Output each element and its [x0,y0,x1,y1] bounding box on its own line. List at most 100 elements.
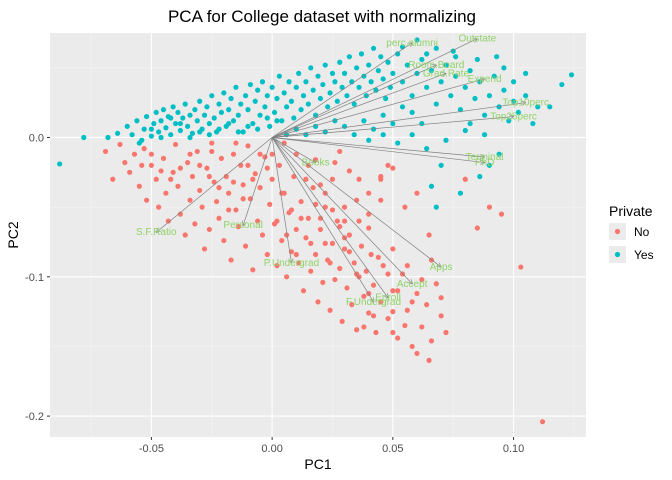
data-point-yes [474,56,480,63]
data-point-no [259,232,266,238]
x-tick-label: 0.10 [503,443,524,455]
data-point-yes [375,68,381,74]
data-point-yes [496,104,502,110]
data-point-no [334,218,340,224]
data-point-no [428,338,435,344]
loading-arrow-s-f-ratio [156,137,273,232]
data-point-no [240,182,246,188]
data-point-no [143,197,150,203]
legend-entry-yes: Yes [609,246,654,263]
loading-label-apps: Apps [430,262,453,273]
data-point-yes [293,84,299,90]
data-point-yes [481,112,488,118]
data-point-yes [284,104,290,110]
data-point-yes [320,81,326,88]
loading-arrow-perc-alumni [271,43,412,138]
data-point-no [385,271,391,277]
data-point-yes [380,112,386,118]
data-point-no [240,196,246,202]
y-tick-label: 0.0 [29,132,44,144]
data-point-yes [428,68,435,74]
data-point-yes [368,79,374,85]
data-point-no [257,151,263,157]
data-point-no [177,211,183,217]
data-point-no [250,267,256,273]
data-point-no [426,357,432,363]
data-point-no [206,226,212,233]
data-point-yes [153,109,159,116]
data-point-no [218,155,225,161]
data-point-no [269,151,275,157]
data-point-yes [279,118,285,124]
data-point-no [204,165,210,171]
data-point-yes [399,104,406,110]
x-tick-label: -0.05 [139,443,164,455]
data-point-yes [250,120,256,127]
data-point-yes [264,115,270,121]
loading-label-accept: Accept [397,279,428,290]
loading-arrow-grad-rate [272,73,446,138]
data-point-no [329,207,336,213]
data-point-yes [486,93,493,99]
data-point-yes [535,104,541,110]
data-point-yes [274,118,280,124]
data-point-yes [245,107,251,113]
data-point-yes [419,56,425,63]
data-point-yes [187,112,193,118]
data-point-yes [467,68,473,74]
loading-arrow-expend [272,79,484,138]
data-point-yes [187,134,193,141]
data-point-yes [457,190,464,196]
data-point-no [366,211,372,217]
data-point-yes [395,51,401,57]
loading-arrow-top25perc [272,117,513,138]
data-point-yes [424,146,430,152]
data-point-yes [175,109,181,116]
y-axis-ticks: 0.0 -0.1 -0.2 [25,132,50,423]
data-point-yes [433,101,439,107]
data-point-yes [238,101,244,107]
data-point-yes [303,79,309,85]
data-point-no [395,335,401,341]
loading-label-perc-alumni: perc.alumni [386,38,438,49]
data-point-no [402,204,408,210]
data-point-yes [380,132,386,138]
data-point-yes [170,104,176,110]
chart-title: PCA for College dataset with normalizing [168,7,476,26]
data-point-no [141,146,147,152]
data-point-yes [409,132,415,138]
data-point-no [308,240,314,246]
data-point-yes [486,162,493,168]
data-point-no [305,215,311,221]
data-point-yes [341,70,348,76]
data-point-no [221,237,227,244]
data-point-no [378,299,384,305]
data-point-no [187,151,193,157]
data-point-no [293,151,299,157]
data-point-no [346,249,352,255]
loading-label-room-board: Room.Board [408,60,464,71]
data-point-yes [300,93,307,99]
data-point-yes [390,70,396,76]
data-point-yes [559,81,565,88]
data-point-no [344,285,350,291]
data-point-no [443,329,449,336]
x-axis-title: PC1 [304,456,331,472]
data-point-yes [286,79,292,85]
data-point-yes [296,70,302,76]
data-point-yes [240,129,246,135]
data-point-no [165,218,171,224]
data-point-yes [312,112,319,118]
data-point-yes [366,62,372,68]
data-point-yes [206,132,212,138]
data-point-yes [134,118,140,124]
data-point-yes [211,115,217,121]
data-point-yes [192,107,198,113]
loading-arrow-outstate [271,39,477,138]
data-point-yes [168,115,174,121]
data-point-yes [453,73,459,79]
data-point-yes [308,65,314,71]
data-point-yes [438,162,444,168]
data-point-no [358,243,365,249]
data-point-no [274,218,280,224]
